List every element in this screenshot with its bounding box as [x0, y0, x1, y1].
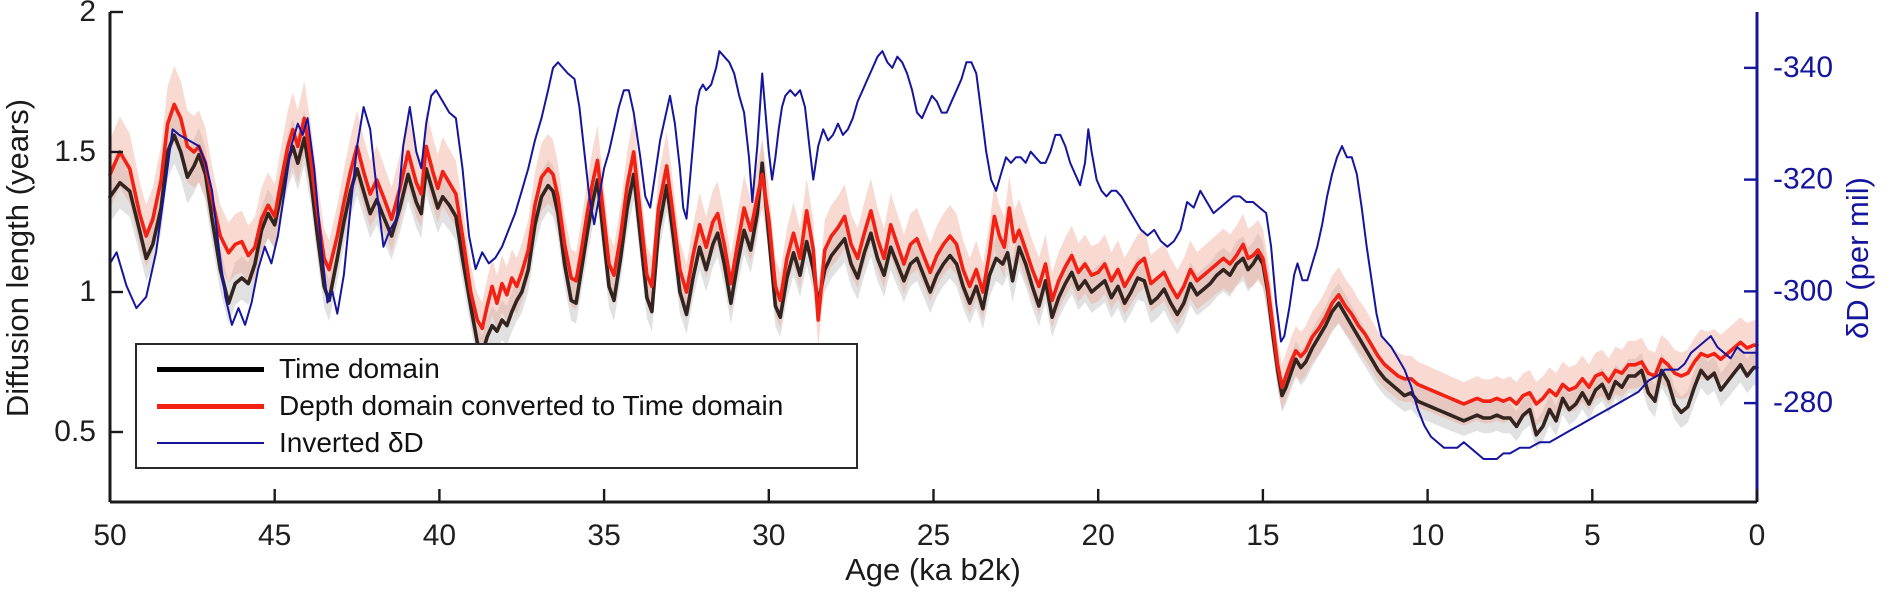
legend-item-inverted-dD: Inverted δD	[137, 427, 856, 458]
tick-label: 40	[423, 519, 456, 552]
tick-label: 1.5	[54, 135, 96, 168]
tick-label: 30	[752, 519, 785, 552]
tick-label: 5	[1584, 519, 1601, 552]
tick-label: 2	[79, 0, 96, 28]
tick-label: 20	[1082, 519, 1115, 552]
y-axis-label-left: Diffusion length (years)	[0, 98, 35, 418]
tick-label: 50	[93, 519, 126, 552]
tick-label: 1	[79, 275, 96, 308]
band-depth-domain-converted-to-time-domain	[110, 66, 1757, 426]
tick-label: 15	[1246, 519, 1279, 552]
red-line-sample	[157, 403, 264, 409]
tick-label: 45	[258, 519, 291, 552]
legend: Time domain Depth domain converted to Ti…	[135, 343, 858, 469]
tick-label: 35	[587, 519, 620, 552]
legend-label: Inverted δD	[279, 427, 424, 458]
tick-label: 10	[1411, 519, 1444, 552]
blue-line-sample	[157, 442, 264, 444]
legend-label: Time domain	[279, 353, 440, 384]
series-line-time-domain	[108, 133, 1759, 437]
tick-label: -300	[1773, 274, 1833, 307]
band-time-domain	[110, 107, 1757, 450]
tick-label: -320	[1773, 163, 1833, 196]
series-line-inverted-d	[109, 50, 1758, 460]
legend-item-time-domain: Time domain	[137, 353, 856, 384]
tick-label: -340	[1773, 51, 1833, 84]
black-line-sample	[157, 366, 264, 372]
tick-label: -280	[1773, 386, 1833, 419]
tick-label: 25	[917, 519, 950, 552]
legend-label: Depth domain converted to Time domain	[279, 390, 784, 421]
y-axis-label-right: δD (per mil)	[1840, 177, 1875, 339]
tick-label: 0.5	[54, 415, 96, 448]
tick-label: 0	[1749, 519, 1766, 552]
legend-item-depth-domain: Depth domain converted to Time domain	[137, 390, 856, 421]
series-line-depth-domain-converted-to-time-domain	[108, 102, 1759, 406]
x-axis-label: Age (ka b2k)	[845, 552, 1021, 587]
